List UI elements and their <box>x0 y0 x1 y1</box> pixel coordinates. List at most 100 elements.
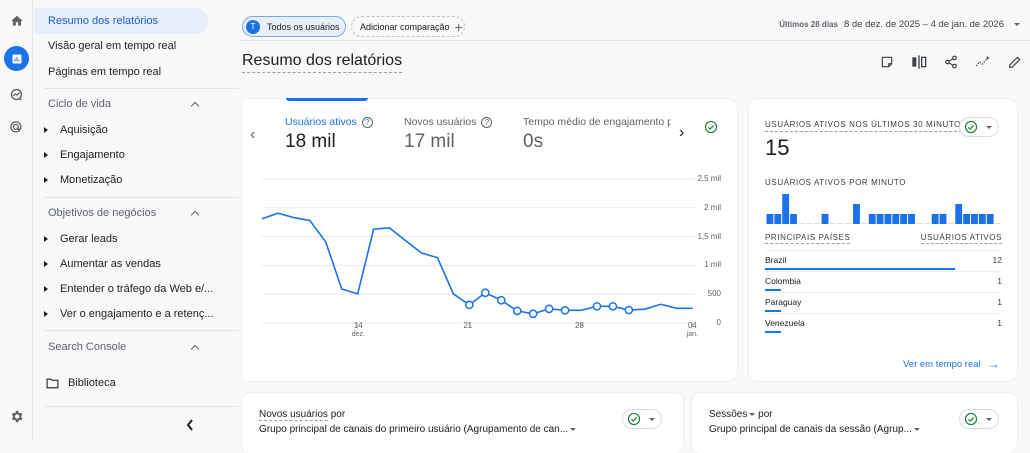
nav-item-library[interactable]: Biblioteca <box>46 370 116 396</box>
country-share-bar <box>765 289 781 291</box>
realtime-comparison-button[interactable] <box>959 117 999 137</box>
chevron-left-icon[interactable]: ‹ <box>250 126 256 143</box>
y-tick-label: 500 <box>707 289 721 299</box>
caret-right-icon <box>44 127 48 133</box>
dimension-selector[interactable]: Grupo principal de canais do primeiro us… <box>259 424 577 435</box>
folder-icon <box>46 378 59 388</box>
caret-right-icon <box>44 236 48 242</box>
dropdown-caret-icon <box>649 417 655 421</box>
settings-icon[interactable] <box>4 404 29 429</box>
dropdown-caret-icon <box>986 417 992 421</box>
section-business-objectives[interactable]: Objetivos de negócios <box>48 203 200 223</box>
caret-right-icon <box>44 286 48 292</box>
check-circle-icon[interactable] <box>702 118 720 136</box>
date-range-picker[interactable]: Últimos 28 dias 8 de dez. de 2025 – 4 de… <box>779 19 1020 30</box>
home-icon[interactable] <box>4 8 29 33</box>
nav-item-realtime-overview[interactable]: Visão geral em tempo real <box>48 40 177 52</box>
compare-columns-icon[interactable] <box>908 51 930 73</box>
add-comparison-button[interactable]: Adicionar comparação + <box>351 16 465 37</box>
dropdown-caret-icon <box>570 427 577 431</box>
country-row: Paraguay 1 <box>765 292 1002 313</box>
nav-item-generate-leads[interactable]: Gerar leads <box>44 226 117 252</box>
check-circle-icon <box>627 412 641 426</box>
page-title: Resumo dos relatórios <box>242 52 403 73</box>
check-circle-icon <box>964 412 978 426</box>
caret-right-icon <box>44 311 48 317</box>
dropdown-caret-icon <box>986 125 992 129</box>
advertising-icon[interactable] <box>4 115 29 140</box>
per-minute-bar-chart <box>766 194 1001 224</box>
nav-item-engagement-retention[interactable]: Ver o engajamento e a retenç... <box>44 301 214 327</box>
x-tick-label: 04 jan. <box>686 321 698 338</box>
nav-item-acquisition[interactable]: Aquisição <box>44 117 108 143</box>
country-name: Brazil <box>765 255 787 265</box>
country-row: Colombia 1 <box>765 271 1002 292</box>
country-value: 1 <box>997 297 1002 307</box>
country-share-bar <box>765 268 955 270</box>
active-metric-indicator <box>286 98 368 101</box>
per-minute-label: USUÁRIOS ATIVOS POR MINUTO <box>765 178 907 187</box>
nav-item-web-traffic[interactable]: Entender o tráfego da Web e/... <box>44 276 213 302</box>
country-name: Paraguay <box>765 297 802 307</box>
country-name: Venezuela <box>765 318 805 328</box>
metric-selector[interactable]: Novos usuários <box>259 409 328 421</box>
x-tick-label: 14 dez. <box>351 321 365 338</box>
chevron-up-icon <box>190 344 200 353</box>
new-users-by-channel-card <box>242 393 683 453</box>
divider <box>44 88 239 89</box>
divider <box>44 197 239 198</box>
nav-item-realtime-pages[interactable]: Páginas em tempo real <box>48 66 162 78</box>
y-tick-label: 0 <box>716 318 721 327</box>
x-tick-label: 28 <box>575 321 584 330</box>
country-share-bar <box>765 331 781 333</box>
metric-selector[interactable]: Sessões <box>709 409 748 420</box>
dropdown-caret-icon <box>749 412 756 416</box>
report-toolbar <box>876 51 1026 73</box>
reports-icon[interactable] <box>4 46 29 71</box>
share-icon[interactable] <box>940 51 962 73</box>
section-search-console[interactable]: Search Console <box>48 337 200 357</box>
card-comparison-button[interactable] <box>959 409 999 429</box>
nav-item-engagement[interactable]: Engajamento <box>44 142 125 168</box>
dropdown-caret-icon <box>913 427 920 431</box>
nav-item-monetization[interactable]: Monetização <box>44 167 122 193</box>
chevron-left-icon[interactable] <box>185 418 195 432</box>
country-value: 12 <box>992 255 1002 265</box>
segment-chip-all-users[interactable]: T Todos os usuários <box>242 16 346 37</box>
help-icon[interactable]: ? <box>481 116 493 128</box>
country-name: Colombia <box>765 276 801 286</box>
realtime-card <box>749 99 1017 381</box>
card-comparison-button[interactable] <box>622 409 662 429</box>
caret-right-icon <box>44 177 48 183</box>
country-row: Venezuela 1 <box>765 313 1002 334</box>
nav-item-reports-snapshot[interactable]: Resumo dos relatórios <box>34 8 208 34</box>
metric-tab-active-users[interactable]: Usuários ativos? 18 mil <box>285 116 373 153</box>
help-icon[interactable]: ? <box>361 116 373 128</box>
divider <box>44 406 239 407</box>
view-realtime-link[interactable]: Ver em tempo real → <box>903 357 1000 371</box>
plus-icon: + <box>454 18 463 35</box>
section-lifecycle[interactable]: Ciclo de vida <box>48 94 200 114</box>
active-users-line-chart <box>261 178 695 327</box>
metric-tab-avg-engagement-time[interactable]: Tempo médio de engajamento p 0s <box>523 116 671 152</box>
insights-icon[interactable] <box>972 51 994 73</box>
y-tick-label: 1 mil <box>704 260 721 270</box>
caret-right-icon <box>44 261 48 267</box>
divider <box>44 330 239 331</box>
dimension-selector[interactable]: Grupo principal de canais da sessão (Agr… <box>709 424 920 435</box>
note-icon[interactable] <box>876 51 898 73</box>
y-tick-label: 1,5 mil <box>697 231 721 241</box>
country-share-bar <box>765 310 781 312</box>
chevron-right-icon[interactable]: › <box>679 124 685 141</box>
check-circle-icon <box>964 120 978 134</box>
caret-right-icon <box>44 152 48 158</box>
explore-icon[interactable] <box>4 82 29 107</box>
realtime-user-count: 15 <box>765 135 790 160</box>
metric-tab-new-users[interactable]: Novos usuários? 17 mil <box>404 116 493 153</box>
x-tick-label: 21 <box>463 321 473 330</box>
reports-nav: Resumo dos relatórios Visão geral em tem… <box>34 0 239 441</box>
country-value: 1 <box>997 276 1002 286</box>
edit-icon[interactable] <box>1004 51 1026 73</box>
avatar: T <box>246 19 260 34</box>
nav-item-drive-sales[interactable]: Aumentar as vendas <box>44 251 161 277</box>
